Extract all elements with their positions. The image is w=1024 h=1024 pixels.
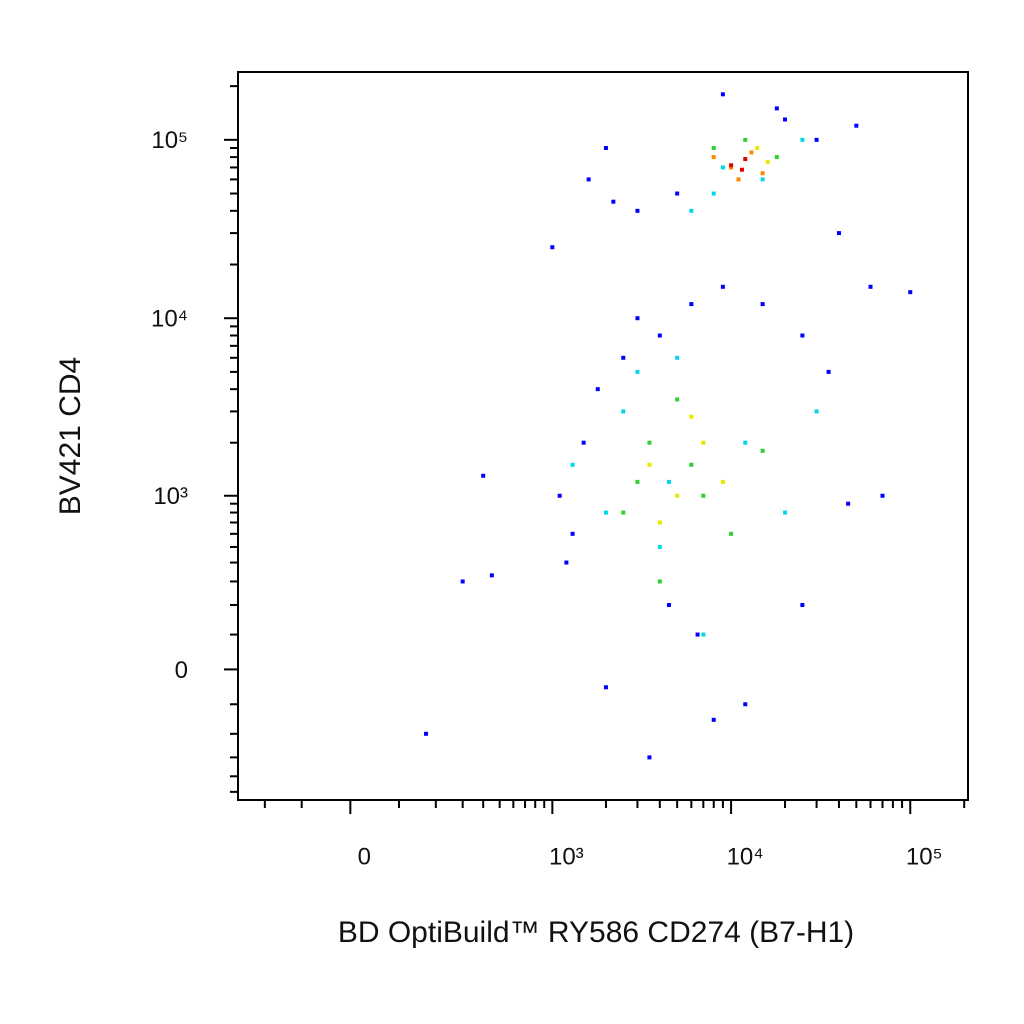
point <box>749 150 754 155</box>
point <box>765 160 770 165</box>
point <box>736 177 741 182</box>
point <box>774 106 779 111</box>
point <box>581 440 586 445</box>
point <box>800 603 805 608</box>
point <box>783 117 788 122</box>
point <box>675 191 680 196</box>
point <box>603 145 608 150</box>
point <box>647 440 652 445</box>
point <box>711 191 716 196</box>
point <box>720 479 725 484</box>
point <box>846 501 851 506</box>
point <box>720 92 725 97</box>
point <box>868 284 873 289</box>
point <box>657 333 662 338</box>
point <box>689 302 694 307</box>
point <box>701 632 706 637</box>
point <box>657 544 662 549</box>
point <box>675 355 680 360</box>
point <box>564 560 569 565</box>
point <box>695 632 700 637</box>
point <box>800 333 805 338</box>
point <box>711 155 716 160</box>
point <box>647 755 652 760</box>
point <box>743 137 748 142</box>
y-tick-label: 10³ <box>153 483 188 510</box>
point <box>666 479 671 484</box>
point <box>880 493 885 498</box>
point <box>743 157 748 162</box>
point <box>783 510 788 515</box>
point <box>689 208 694 213</box>
point <box>755 145 760 150</box>
point <box>800 137 805 142</box>
point <box>635 208 640 213</box>
plot-frame <box>237 71 969 801</box>
point <box>814 137 819 142</box>
y-tick-label: 0 <box>175 657 188 684</box>
y-tick-label: 10⁵ <box>151 127 188 154</box>
point <box>711 145 716 150</box>
point <box>689 462 694 467</box>
point <box>489 573 494 578</box>
point <box>701 440 706 445</box>
point <box>689 414 694 419</box>
point <box>743 440 748 445</box>
point <box>908 290 913 295</box>
point <box>826 369 831 374</box>
point <box>760 302 765 307</box>
point <box>675 397 680 402</box>
point <box>666 603 671 608</box>
point <box>657 579 662 584</box>
point <box>635 369 640 374</box>
point <box>647 462 652 467</box>
point <box>586 177 591 182</box>
point <box>720 284 725 289</box>
y-tick-label: 10⁴ <box>151 306 188 333</box>
point <box>814 409 819 414</box>
point <box>570 531 575 536</box>
point <box>635 479 640 484</box>
y-axis-label: BV421 CD4 <box>54 357 87 515</box>
point <box>729 531 734 536</box>
point <box>760 171 765 176</box>
point <box>611 199 616 204</box>
point <box>635 316 640 321</box>
x-axis-label: BD OptiBuild™ RY586 CD274 (B7-H1) <box>338 916 854 949</box>
point <box>460 579 465 584</box>
point <box>621 510 626 515</box>
point <box>720 165 725 170</box>
point <box>701 493 706 498</box>
point <box>760 177 765 182</box>
point <box>739 167 744 172</box>
point <box>854 123 859 128</box>
x-tick-label: 0 <box>358 843 371 870</box>
x-tick-label: 10⁴ <box>727 843 764 870</box>
point <box>760 448 765 453</box>
point <box>743 702 748 707</box>
point <box>774 155 779 160</box>
point <box>675 493 680 498</box>
x-tick-label: 10³ <box>549 843 584 870</box>
point <box>836 231 841 236</box>
point <box>603 510 608 515</box>
point <box>570 462 575 467</box>
point <box>657 520 662 525</box>
point <box>621 355 626 360</box>
point <box>603 685 608 690</box>
point <box>481 473 486 478</box>
point <box>424 731 429 736</box>
point <box>621 409 626 414</box>
point <box>729 163 734 168</box>
point <box>557 493 562 498</box>
point <box>550 245 555 250</box>
point <box>729 165 734 170</box>
point <box>711 717 716 722</box>
x-tick-label: 10⁵ <box>906 843 943 870</box>
point <box>595 387 600 392</box>
